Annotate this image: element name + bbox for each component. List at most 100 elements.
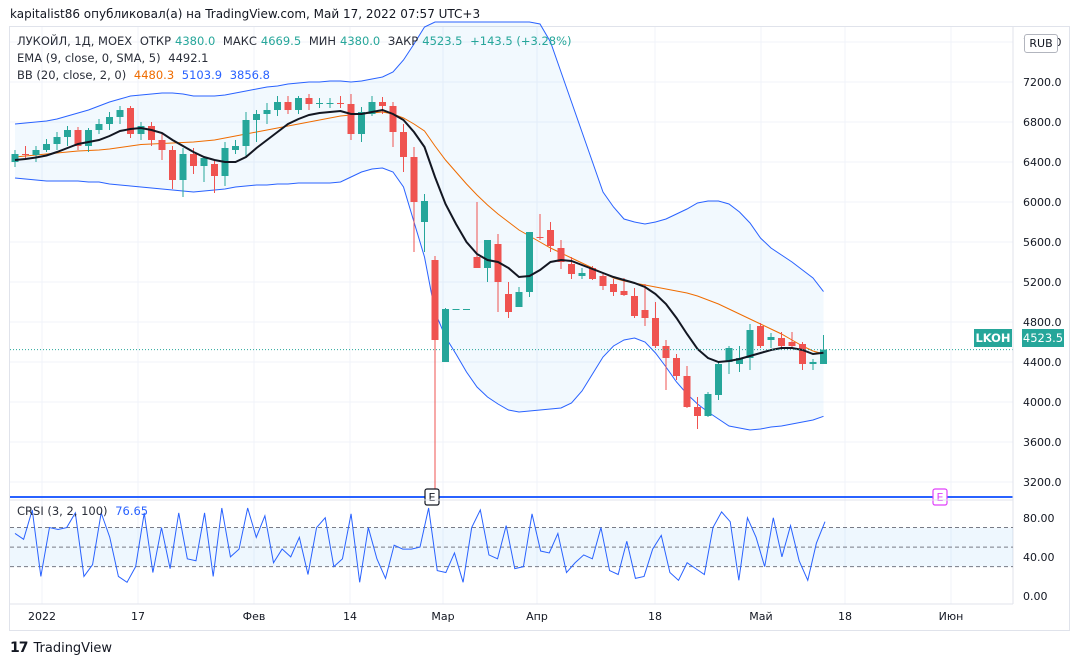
bb-legend: BB (20, close, 2, 0) 4480.3 5103.9 3856.… xyxy=(17,68,274,82)
crsi-tick-label: 0.00 xyxy=(1023,590,1048,603)
candle-body xyxy=(547,230,554,246)
low-value: 4380.0 xyxy=(340,34,381,48)
earnings-marker-box xyxy=(424,488,440,506)
earnings-marker-label: E xyxy=(937,491,944,504)
candle-body xyxy=(368,102,376,114)
candle-body xyxy=(11,154,19,162)
candle-body xyxy=(106,117,113,124)
open-label: ОТКР xyxy=(139,34,172,48)
candle-body xyxy=(473,257,481,268)
footer-brand[interactable]: 17 TradingView xyxy=(10,640,112,656)
candle-body xyxy=(820,349,827,364)
candle-body xyxy=(620,291,628,295)
ema-value: 4492.1 xyxy=(168,51,209,65)
candle-body xyxy=(326,103,334,104)
last-price-tag: 4523.5 xyxy=(1022,329,1064,347)
candle-body xyxy=(515,292,523,307)
candle-body xyxy=(641,310,649,318)
ema-label: EMA (9, close, 0, SMA, 5) xyxy=(17,51,161,65)
candle-body xyxy=(484,240,491,268)
y-tick-label: 7200.0 xyxy=(1023,76,1062,89)
candle-body xyxy=(347,104,355,134)
candle-body xyxy=(127,108,134,134)
candle-body xyxy=(557,248,565,262)
x-tick-label: Фев xyxy=(243,610,266,623)
crsi-tick-label: 40.00 xyxy=(1023,551,1055,564)
x-tick-label: Апр xyxy=(526,610,548,623)
candle-body xyxy=(725,348,733,362)
candle-body xyxy=(190,154,197,166)
bb-lower-value: 3856.8 xyxy=(229,68,270,82)
candle-body xyxy=(715,364,722,395)
open-value: 4380.0 xyxy=(175,34,216,48)
candle-body xyxy=(452,309,460,310)
close-value: 4523.5 xyxy=(422,34,463,48)
tradingview-logo-icon: 17 xyxy=(10,640,29,656)
y-tick-label: 6400.0 xyxy=(1023,156,1062,169)
x-tick-label: 17 xyxy=(131,610,145,623)
candle-body xyxy=(463,309,470,310)
bb-band-fill xyxy=(15,22,824,430)
candle-body xyxy=(305,98,313,104)
candle-body xyxy=(809,362,817,364)
candle-body xyxy=(767,337,775,340)
y-tick-label: 5600.0 xyxy=(1023,236,1062,249)
bb-basis-value: 4480.3 xyxy=(133,68,175,82)
x-tick-label: 18 xyxy=(648,610,662,623)
crsi-line xyxy=(14,507,826,584)
candle-body xyxy=(736,358,743,364)
candle-body xyxy=(536,237,544,238)
candle-body xyxy=(316,103,323,104)
candle-body xyxy=(43,144,50,150)
chart-frame xyxy=(9,26,1070,631)
candle-body xyxy=(200,158,208,166)
close-label: ЗАКР xyxy=(387,34,419,48)
candle-body xyxy=(211,164,218,176)
candle-body xyxy=(116,110,124,117)
bb-label: BB (20, close, 2, 0) xyxy=(17,68,127,82)
x-tick-label: Июн xyxy=(939,610,964,623)
candle-body xyxy=(694,407,701,416)
candle-body xyxy=(358,112,365,134)
bb-basis-line xyxy=(14,111,824,355)
candle-body xyxy=(64,130,71,137)
candle-body xyxy=(431,260,439,340)
candle-body xyxy=(757,326,764,346)
x-tick-label: Мар xyxy=(431,610,454,623)
change-value: +143.5 (+3.28%) xyxy=(470,34,572,48)
crsi-label: CRSI (3, 2, 100) xyxy=(17,504,108,518)
bb-upper-line xyxy=(14,21,824,292)
candle-body xyxy=(253,114,260,120)
candle-body xyxy=(652,318,659,346)
ema-legend: EMA (9, close, 0, SMA, 5) 4492.1 xyxy=(17,51,213,65)
candle-body xyxy=(379,102,386,106)
currency-button[interactable]: RUB xyxy=(1024,34,1058,53)
candle-body xyxy=(662,346,670,358)
candle-body xyxy=(599,276,607,286)
earnings-marker-label: E xyxy=(429,491,436,504)
candle-body xyxy=(410,157,418,202)
crsi-legend: CRSI (3, 2, 100) 76.65 xyxy=(17,504,152,518)
candle-body xyxy=(85,130,92,146)
candle-body xyxy=(568,264,575,274)
candle-body xyxy=(526,232,533,292)
candle-body xyxy=(389,106,397,132)
candle-body xyxy=(442,309,449,362)
candle-body xyxy=(53,137,61,144)
candle-body xyxy=(578,273,586,276)
y-tick-label: 5200.0 xyxy=(1023,276,1062,289)
y-tick-label: 6000.0 xyxy=(1023,196,1062,209)
candle-body xyxy=(337,103,344,104)
candle-body xyxy=(95,124,103,130)
x-tick-label: 14 xyxy=(343,610,357,623)
candle-body xyxy=(746,330,754,358)
y-tick-label: 3600.0 xyxy=(1023,436,1062,449)
candle-body xyxy=(673,358,680,376)
candle-body xyxy=(610,284,617,292)
candle-body xyxy=(263,110,271,114)
y-tick-label: 4000.0 xyxy=(1023,396,1062,409)
candle-body xyxy=(158,140,166,150)
candle-body xyxy=(179,154,187,180)
candle-body xyxy=(421,201,428,222)
